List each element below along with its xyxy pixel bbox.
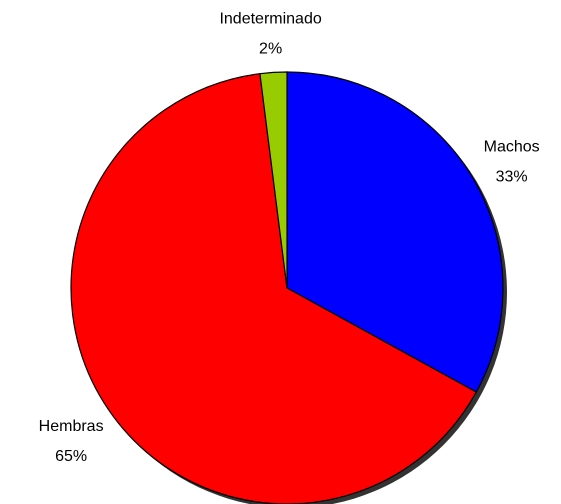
slice-value-label: 33% — [496, 168, 528, 185]
slice-label: Machos — [484, 138, 540, 155]
slice-value-label: 65% — [55, 448, 87, 465]
slice-label: Hembras — [39, 418, 104, 435]
pie-slice — [259, 71, 288, 289]
slice-label: Indeterminado — [219, 11, 321, 28]
pie-slice — [286, 71, 504, 393]
slice-value-label: 2% — [259, 41, 282, 58]
pie-slice — [70, 73, 478, 504]
